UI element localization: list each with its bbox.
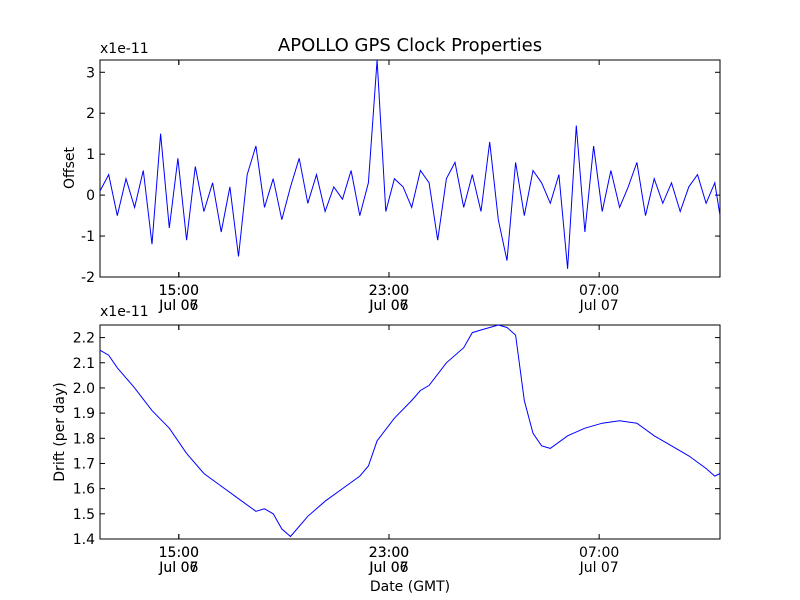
drift-ytick-label: 1.9 xyxy=(73,406,95,422)
drift-xtick-time-label: 23:00 xyxy=(369,545,409,561)
offset-xtick-date-label: Jul 07 xyxy=(158,298,198,314)
drift-ytick-label: 2.0 xyxy=(73,381,95,397)
offset-plot-frame xyxy=(99,59,721,278)
drift-xtick-time-label: 15:00 xyxy=(159,545,199,561)
offset-xtick-time-label: 15:00 xyxy=(159,283,199,299)
drift-xtick-time-label: 23:00 xyxy=(369,545,409,561)
drift-y-scale: x1e-11 xyxy=(100,304,149,320)
drift-xtick-date-label: Jul 07 xyxy=(579,560,619,576)
x-axis-label: Date (GMT) xyxy=(370,579,450,595)
offset-xtick-date-label: Jul 06 xyxy=(368,298,408,314)
offset-ytick-label: -2 xyxy=(81,270,95,286)
offset-xtick-time-label: 23:00 xyxy=(369,283,409,299)
drift-ytick-label: 1.4 xyxy=(73,532,95,548)
offset-ytick-label: 3 xyxy=(86,65,95,81)
drift-xtick-date-label: Jul 07 xyxy=(158,560,198,576)
drift-ytick-label: 2.2 xyxy=(73,331,95,347)
drift-xtick-date-label: Jul 06 xyxy=(368,560,408,576)
drift-xtick-time-label: 07:00 xyxy=(579,545,619,561)
drift-y-axis-label: Drift (per day) xyxy=(52,382,68,481)
offset-ytick-label: -1 xyxy=(81,229,95,245)
chart-title: APOLLO GPS Clock Properties xyxy=(278,35,542,56)
drift-ytick-label: 1.7 xyxy=(73,456,95,472)
offset-series-line xyxy=(99,59,721,269)
drift-ytick-label: 2.1 xyxy=(73,356,95,372)
offset-ytick-label: 0 xyxy=(86,188,95,204)
offset-y-scale: x1e-11 xyxy=(100,41,149,57)
drift-ytick-label: 1.5 xyxy=(73,507,95,523)
drift-series-line xyxy=(99,324,721,538)
drift-xtick-date-label: Jul 06 xyxy=(158,560,198,576)
offset-xtick-date-label: Jul 07 xyxy=(368,298,408,314)
offset-ytick-label: 1 xyxy=(86,147,95,163)
offset-xtick-time-label: 23:00 xyxy=(369,283,409,299)
offset-xtick-time-label: 15:00 xyxy=(159,283,199,299)
drift-plot-frame xyxy=(99,324,721,540)
offset-xtick-date-label: Jul 06 xyxy=(158,298,198,314)
offset-xtick-time-label: 07:00 xyxy=(579,283,619,299)
offset-ytick-label: 2 xyxy=(86,106,95,122)
drift-ytick-label: 1.8 xyxy=(73,431,95,447)
drift-xtick-date-label: Jul 07 xyxy=(368,560,408,576)
offset-xtick-date-label: Jul 07 xyxy=(579,298,619,314)
offset-y-axis-label: Offset xyxy=(62,146,78,189)
drift-xtick-time-label: 15:00 xyxy=(159,545,199,561)
drift-ytick-label: 1.6 xyxy=(73,482,95,498)
